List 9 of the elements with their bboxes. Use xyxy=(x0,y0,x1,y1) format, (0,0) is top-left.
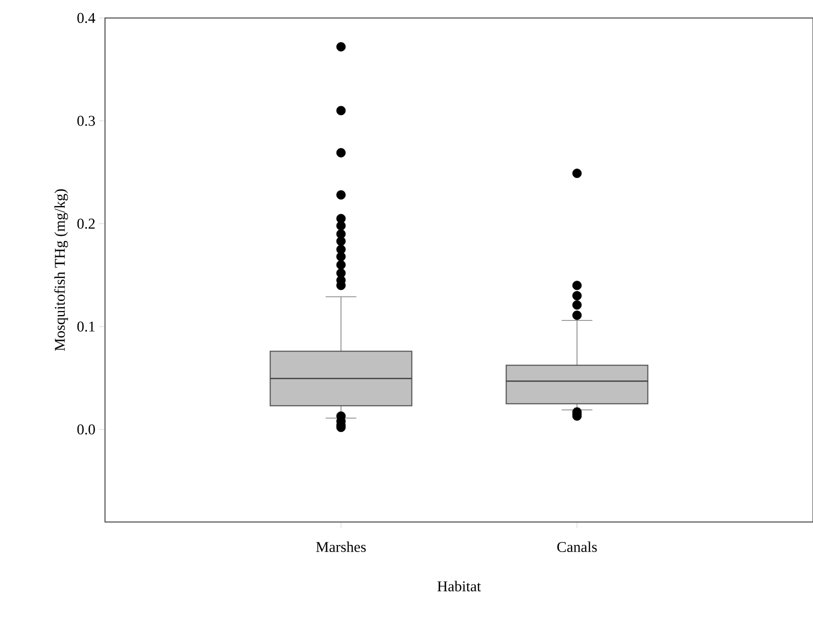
y-tick-label: 0.3 xyxy=(77,116,95,126)
x-tick-label: Marshes xyxy=(316,542,366,552)
y-axis-title: Mosquitofish THg (mg/kg) xyxy=(54,189,68,351)
y-tick-label: 0.2 xyxy=(77,218,95,229)
x-axis-title: Habitat xyxy=(437,580,481,592)
y-tick-label: 0.4 xyxy=(77,12,96,24)
y-tick-label: 0.0 xyxy=(77,424,95,435)
y-tick-label: 0.1 xyxy=(77,321,95,332)
x-tick-label: Canals xyxy=(557,542,597,552)
